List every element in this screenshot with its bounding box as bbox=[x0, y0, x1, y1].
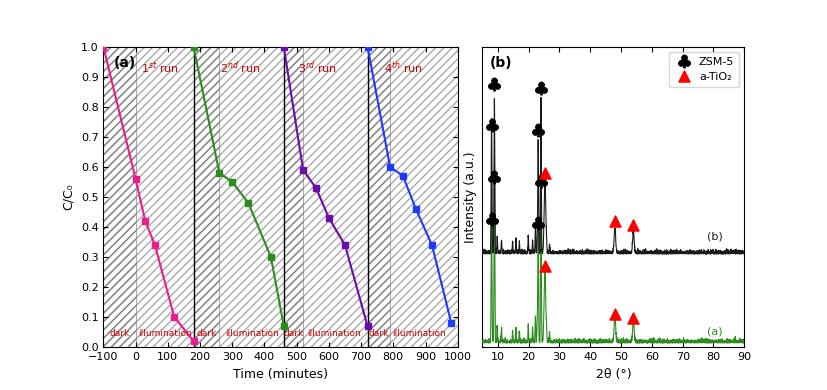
Bar bbox=[284, 47, 304, 347]
Bar bbox=[390, 47, 457, 347]
Bar bbox=[103, 47, 136, 347]
Text: dark: dark bbox=[196, 329, 217, 338]
Text: 2$^{nd}$ run: 2$^{nd}$ run bbox=[220, 60, 261, 76]
Bar bbox=[304, 47, 367, 347]
Text: (b): (b) bbox=[490, 56, 513, 70]
Bar bbox=[284, 47, 304, 347]
Bar bbox=[367, 47, 390, 347]
Bar bbox=[367, 47, 390, 347]
X-axis label: Time (minutes): Time (minutes) bbox=[233, 367, 328, 381]
Y-axis label: C/C₀: C/C₀ bbox=[62, 184, 75, 210]
Text: illumination: illumination bbox=[392, 329, 446, 338]
Text: dark: dark bbox=[284, 329, 304, 338]
Text: (a): (a) bbox=[114, 56, 136, 70]
Text: dark: dark bbox=[109, 329, 130, 338]
Text: 4$^{th}$ run: 4$^{th}$ run bbox=[384, 60, 423, 76]
X-axis label: 2θ (°): 2θ (°) bbox=[595, 367, 631, 381]
Bar bbox=[103, 47, 136, 347]
Bar bbox=[194, 47, 219, 347]
Bar bbox=[194, 47, 219, 347]
Text: 1$^{st}$ run: 1$^{st}$ run bbox=[141, 60, 179, 76]
Legend: ZSM-5, a-TiO₂: ZSM-5, a-TiO₂ bbox=[669, 52, 739, 87]
Text: dark: dark bbox=[369, 329, 389, 338]
Bar bbox=[136, 47, 194, 347]
Text: illumination: illumination bbox=[307, 329, 361, 338]
Text: (b): (b) bbox=[707, 231, 723, 241]
Text: 3$^{rd}$ run: 3$^{rd}$ run bbox=[299, 60, 337, 76]
Text: illumination: illumination bbox=[138, 329, 192, 338]
Bar bbox=[367, 47, 390, 347]
Bar bbox=[219, 47, 284, 347]
Bar bbox=[136, 47, 194, 347]
Bar bbox=[194, 47, 219, 347]
Bar bbox=[284, 47, 304, 347]
Text: illumination: illumination bbox=[225, 329, 279, 338]
Bar bbox=[219, 47, 284, 347]
Bar bbox=[304, 47, 367, 347]
Bar bbox=[390, 47, 457, 347]
Text: (a): (a) bbox=[707, 327, 723, 337]
Y-axis label: Intensity (a.u.): Intensity (a.u.) bbox=[464, 151, 477, 243]
Bar bbox=[103, 47, 136, 347]
